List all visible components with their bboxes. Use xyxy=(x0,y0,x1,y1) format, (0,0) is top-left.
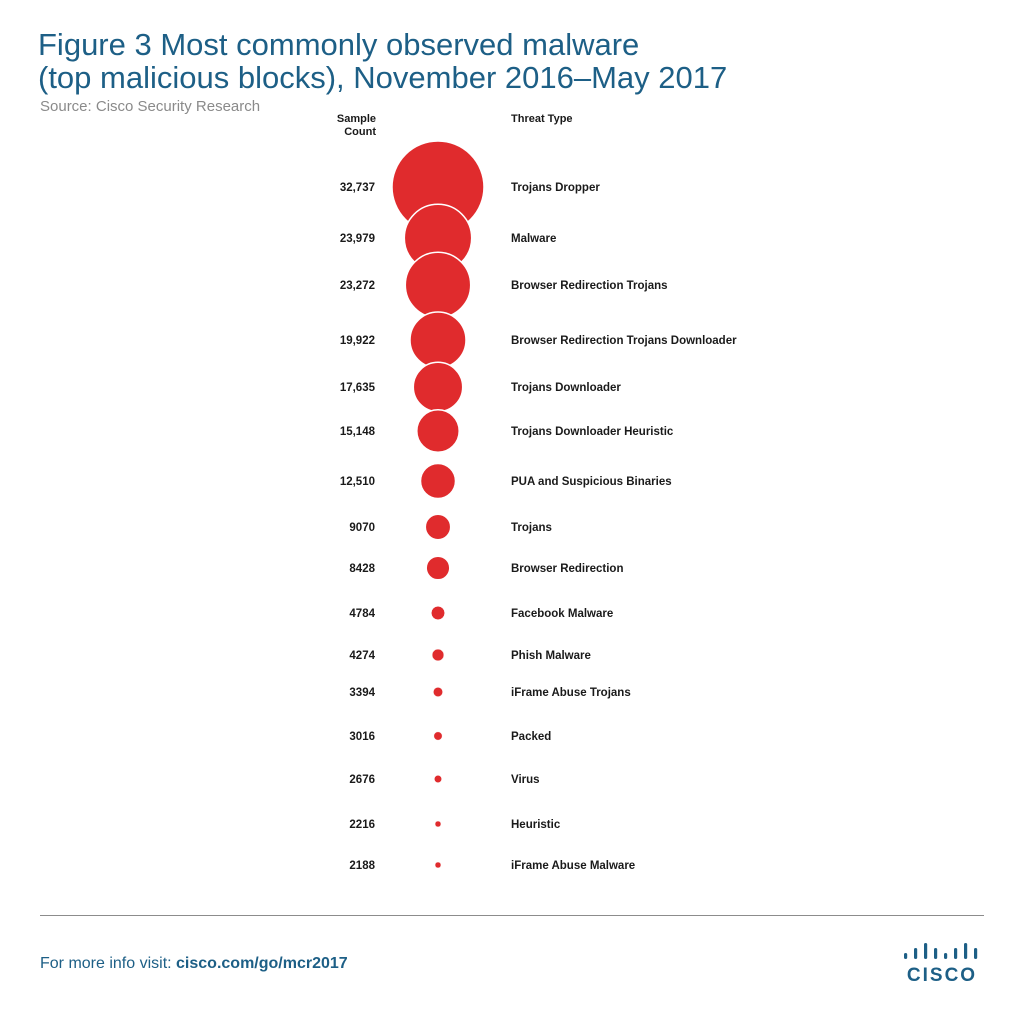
sample-count-label: 2216 xyxy=(349,819,375,831)
bubble-10 xyxy=(431,606,445,620)
footer-link[interactable]: cisco.com/go/mcr2017 xyxy=(176,955,348,972)
bubble-4 xyxy=(409,311,467,369)
threat-type-label: Facebook Malware xyxy=(511,608,613,620)
bubble-13 xyxy=(433,731,443,741)
chart-title-line-1: Figure 3 Most commonly observed malware xyxy=(38,27,640,62)
sample-count-label: 15,148 xyxy=(340,426,376,438)
sample-count-label: 4784 xyxy=(349,608,375,620)
sample-count-label: 23,979 xyxy=(340,233,375,245)
sample-count-label: 2188 xyxy=(349,860,375,872)
sample-count-label: 8428 xyxy=(349,563,375,575)
bubble-12 xyxy=(433,687,443,697)
bubble-3 xyxy=(404,251,472,319)
threat-type-label: PUA and Suspicious Binaries xyxy=(511,476,672,488)
bubble-6 xyxy=(416,409,460,453)
threat-type-label: iFrame Abuse Malware xyxy=(511,860,635,872)
threat-type-label: Trojans Dropper xyxy=(511,182,600,194)
threat-type-label: Malware xyxy=(511,233,556,245)
sample-count-label: 32,737 xyxy=(340,182,375,194)
bubble-7 xyxy=(419,462,457,500)
bubble-5 xyxy=(412,361,464,413)
sample-count-label: 9070 xyxy=(349,522,375,534)
sample-count-label: 12,510 xyxy=(340,476,375,488)
bubble-8 xyxy=(424,513,452,541)
sample-count-label: 4274 xyxy=(349,650,375,662)
threat-type-label: Browser Redirection Trojans Downloader xyxy=(511,335,737,347)
threat-type-label: iFrame Abuse Trojans xyxy=(511,687,631,699)
bubble-11 xyxy=(431,648,445,662)
bubble-chart: 32,737 Trojans Dropper 23,979 Malware 23,272… xyxy=(340,140,737,872)
source-note: Source: Cisco Security Research xyxy=(40,98,261,115)
bubble-16 xyxy=(434,861,442,869)
threat-type-label: Heuristic xyxy=(511,819,561,831)
bubble-14 xyxy=(434,775,442,783)
sample-count-label: 19,922 xyxy=(340,335,375,347)
footer-prefix: For more info visit: xyxy=(40,955,177,972)
bubble-9 xyxy=(425,555,451,581)
threat-type-label: Browser Redirection Trojans xyxy=(511,280,668,292)
cisco-bridge-bars-icon xyxy=(904,943,978,959)
column-header-sample-count: Sample Count xyxy=(336,113,376,138)
sample-count-label: 3016 xyxy=(349,731,375,743)
chart-title-line-2: (top malicious blocks), November 2016–Ma… xyxy=(38,60,728,95)
chart-title: Figure 3 Most commonly observed malware … xyxy=(38,28,938,94)
threat-type-label: Phish Malware xyxy=(511,650,591,662)
cisco-wordmark: CISCO xyxy=(906,965,978,986)
threat-type-label: Browser Redirection xyxy=(511,563,623,575)
sample-count-label: 3394 xyxy=(349,687,375,699)
sample-count-label: 23,272 xyxy=(340,280,375,292)
sample-count-label: 2676 xyxy=(349,774,375,786)
threat-type-label: Trojans Downloader Heuristic xyxy=(511,426,674,438)
threat-type-label: Trojans xyxy=(511,522,552,534)
bubble-15 xyxy=(434,820,442,828)
sample-count-label: 17,635 xyxy=(340,382,376,394)
column-header-threat-type: Threat Type xyxy=(511,113,573,125)
footer-divider xyxy=(40,915,984,916)
cisco-logo: CISCO xyxy=(900,942,984,986)
threat-type-label: Virus xyxy=(511,774,540,786)
threat-type-label: Trojans Downloader xyxy=(511,382,621,394)
threat-type-label: Packed xyxy=(511,731,551,743)
footer-text: For more info visit: cisco.com/go/mcr201… xyxy=(40,955,348,973)
